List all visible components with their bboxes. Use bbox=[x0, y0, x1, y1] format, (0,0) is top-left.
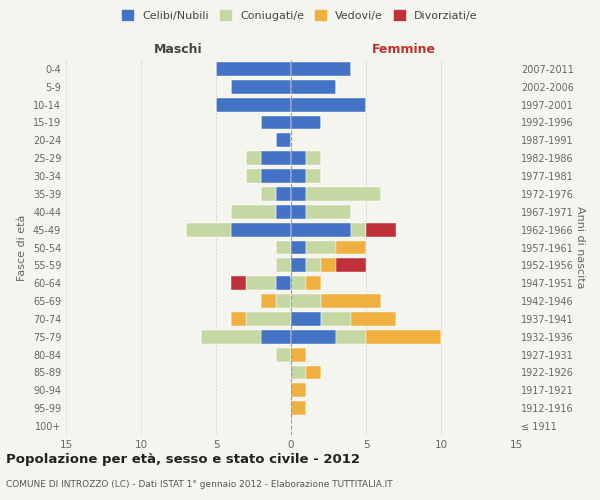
Text: Femmine: Femmine bbox=[371, 44, 436, 57]
Bar bbox=[291, 294, 321, 308]
Bar bbox=[261, 116, 291, 130]
Bar bbox=[261, 169, 291, 183]
Bar bbox=[261, 187, 276, 201]
Bar bbox=[186, 222, 231, 236]
Bar bbox=[231, 80, 291, 94]
Bar bbox=[276, 240, 291, 254]
Bar bbox=[261, 294, 276, 308]
Bar bbox=[321, 258, 336, 272]
Bar bbox=[306, 187, 381, 201]
Bar bbox=[246, 151, 261, 165]
Bar bbox=[231, 276, 246, 290]
Bar bbox=[336, 330, 366, 344]
Bar bbox=[291, 401, 306, 415]
Bar bbox=[321, 312, 351, 326]
Bar bbox=[216, 98, 291, 112]
Bar bbox=[276, 348, 291, 362]
Bar bbox=[291, 384, 306, 398]
Bar bbox=[291, 116, 321, 130]
Bar bbox=[276, 187, 291, 201]
Bar bbox=[231, 205, 276, 219]
Bar bbox=[306, 151, 321, 165]
Text: COMUNE DI INTROZZO (LC) - Dati ISTAT 1° gennaio 2012 - Elaborazione TUTTITALIA.I: COMUNE DI INTROZZO (LC) - Dati ISTAT 1° … bbox=[6, 480, 392, 489]
Bar bbox=[336, 258, 366, 272]
Text: Popolazione per età, sesso e stato civile - 2012: Popolazione per età, sesso e stato civil… bbox=[6, 452, 360, 466]
Bar bbox=[291, 222, 351, 236]
Bar bbox=[276, 258, 291, 272]
Bar bbox=[246, 276, 276, 290]
Y-axis label: Anni di nascita: Anni di nascita bbox=[575, 206, 585, 289]
Bar bbox=[291, 276, 306, 290]
Bar bbox=[291, 240, 306, 254]
Bar bbox=[291, 98, 366, 112]
Bar bbox=[261, 330, 291, 344]
Bar bbox=[291, 312, 321, 326]
Legend: Celibi/Nubili, Coniugati/e, Vedovi/e, Divorziati/e: Celibi/Nubili, Coniugati/e, Vedovi/e, Di… bbox=[118, 6, 482, 25]
Bar bbox=[351, 222, 366, 236]
Bar bbox=[291, 258, 306, 272]
Bar bbox=[231, 222, 291, 236]
Bar bbox=[276, 276, 291, 290]
Bar bbox=[291, 62, 351, 76]
Bar bbox=[246, 169, 261, 183]
Bar bbox=[291, 151, 306, 165]
Bar bbox=[291, 348, 306, 362]
Bar bbox=[351, 312, 396, 326]
Bar bbox=[306, 205, 351, 219]
Bar bbox=[366, 222, 396, 236]
Bar bbox=[276, 294, 291, 308]
Bar bbox=[261, 151, 291, 165]
Bar bbox=[306, 169, 321, 183]
Bar bbox=[306, 366, 321, 380]
Bar bbox=[306, 258, 321, 272]
Bar bbox=[321, 294, 381, 308]
Bar bbox=[306, 240, 336, 254]
Text: Maschi: Maschi bbox=[154, 44, 203, 57]
Bar bbox=[231, 312, 246, 326]
Bar bbox=[216, 62, 291, 76]
Bar bbox=[276, 205, 291, 219]
Bar bbox=[291, 187, 306, 201]
Bar bbox=[246, 312, 291, 326]
Bar bbox=[291, 330, 336, 344]
Bar bbox=[291, 366, 306, 380]
Bar bbox=[336, 240, 366, 254]
Bar bbox=[201, 330, 261, 344]
Y-axis label: Fasce di età: Fasce di età bbox=[17, 214, 27, 280]
Bar bbox=[291, 205, 306, 219]
Bar bbox=[276, 134, 291, 147]
Bar bbox=[291, 169, 306, 183]
Bar bbox=[366, 330, 441, 344]
Bar bbox=[306, 276, 321, 290]
Bar bbox=[291, 80, 336, 94]
